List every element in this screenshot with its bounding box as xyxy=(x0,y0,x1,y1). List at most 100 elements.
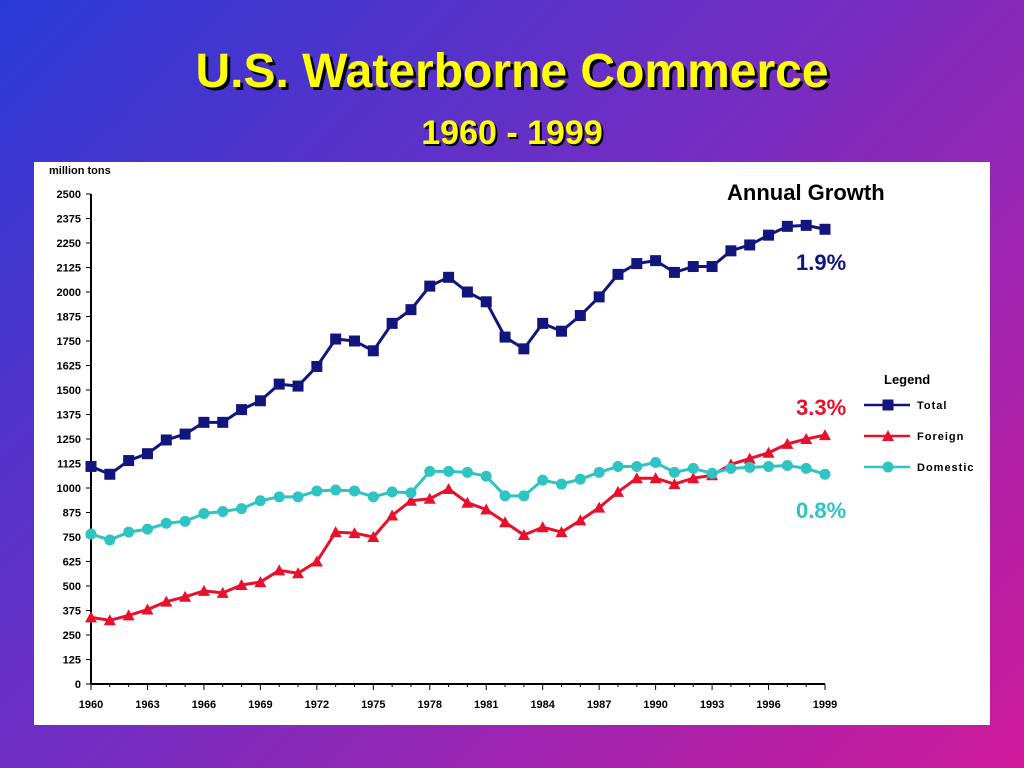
series-foreign-point xyxy=(197,584,210,596)
x-tick-label: 1993 xyxy=(700,699,724,711)
series-foreign-point xyxy=(122,609,135,621)
series-foreign-point xyxy=(179,590,192,602)
series-domestic-point xyxy=(330,484,342,496)
series-total-point xyxy=(800,219,812,231)
series-total-point xyxy=(763,229,775,241)
series-total-line xyxy=(90,223,826,476)
series-total-point xyxy=(650,255,662,267)
series-total-point xyxy=(443,271,455,283)
series-domestic-point xyxy=(461,466,473,478)
series-foreign-point xyxy=(216,586,229,598)
series-total-point xyxy=(631,258,643,270)
series-total-point xyxy=(781,220,793,232)
x-tick-label: 1990 xyxy=(643,699,667,711)
x-tick-label: 1984 xyxy=(530,699,555,711)
x-tick-label: 1963 xyxy=(135,699,159,711)
series-total-point xyxy=(254,395,266,407)
y-tick-label: 1000 xyxy=(57,483,81,495)
series-total-point xyxy=(179,428,191,440)
growth-foreign-label: 3.3% xyxy=(796,395,847,420)
series-foreign-point xyxy=(649,472,662,484)
series-domestic-point xyxy=(198,507,210,519)
series-domestic-point xyxy=(819,468,831,480)
y-tick-label: 1375 xyxy=(57,410,81,422)
series-total-point xyxy=(612,268,624,280)
series-foreign-point xyxy=(273,564,286,576)
series-total-point xyxy=(85,460,97,472)
line-chart: million tons 0 125 250 375 500 625 750 875 1000 11… xyxy=(49,165,974,711)
series-domestic-point xyxy=(217,506,229,518)
series-total-point xyxy=(480,296,492,308)
legend-total-marker xyxy=(882,399,894,411)
series-foreign-point xyxy=(499,516,512,528)
series-total-point xyxy=(236,404,248,416)
series-total-point xyxy=(687,261,699,273)
series-domestic-point xyxy=(443,465,455,477)
series-foreign-point xyxy=(423,492,436,504)
series-domestic-point xyxy=(85,528,97,540)
series-foreign-point xyxy=(611,485,624,497)
y-tick-label: 500 xyxy=(63,581,81,593)
series-total-point xyxy=(461,286,473,298)
legend-title: Legend xyxy=(884,372,930,387)
y-tick-label: 1500 xyxy=(57,385,81,397)
y-tick-label: 625 xyxy=(63,557,81,569)
slide-title: U.S. Waterborne Commerce xyxy=(195,45,829,98)
slide-subtitle: 1960 - 1999 xyxy=(421,114,603,152)
series-foreign-point xyxy=(329,526,342,538)
growth-domestic-label: 0.8% xyxy=(796,498,847,523)
x-tick-label: 1999 xyxy=(813,699,837,711)
series-total-point xyxy=(348,335,360,347)
y-tick-label: 1875 xyxy=(57,312,81,324)
series-domestic-point xyxy=(292,491,304,503)
series-foreign-point xyxy=(743,452,756,464)
series-total-point xyxy=(311,360,323,372)
series-domestic-point xyxy=(104,534,116,546)
series-domestic-point xyxy=(499,490,511,502)
series-foreign-point xyxy=(555,526,568,538)
series-domestic-line xyxy=(90,461,826,542)
y-tick-label: 375 xyxy=(63,606,81,618)
series-total-point xyxy=(217,416,229,428)
y-tick-label: 2000 xyxy=(57,287,81,299)
series-domestic-point xyxy=(480,470,492,482)
y-tick-label: 750 xyxy=(63,532,81,544)
legend-foreign-label: Foreign xyxy=(917,431,964,443)
series-foreign-point xyxy=(141,603,154,615)
y-tick-label: 125 xyxy=(63,655,81,667)
series-domestic-point xyxy=(781,459,793,471)
series-domestic-point xyxy=(367,491,379,503)
y-tick-label: 2500 xyxy=(57,189,81,201)
series-foreign-point xyxy=(160,595,173,607)
series-total-point xyxy=(292,380,304,392)
series-domestic-point xyxy=(141,523,153,535)
series-total-point xyxy=(198,416,210,428)
series-foreign-point xyxy=(85,611,97,623)
series-domestic-point xyxy=(631,460,643,472)
series-domestic-point xyxy=(254,495,266,507)
y-tick-label: 1625 xyxy=(57,361,81,373)
series-domestic-point xyxy=(593,466,605,478)
series-domestic-point xyxy=(236,503,248,515)
series-total-point xyxy=(819,223,831,235)
series-domestic-point xyxy=(763,460,775,472)
x-tick-label: 1996 xyxy=(756,699,780,711)
series-foreign-point xyxy=(310,555,323,567)
legend-domestic-marker xyxy=(882,461,894,473)
series-foreign-point xyxy=(593,501,606,513)
x-tick-label: 1966 xyxy=(192,699,216,711)
series-total-point xyxy=(499,331,511,343)
series-total-point xyxy=(273,378,285,390)
series-foreign-point xyxy=(254,576,267,588)
x-tick-label: 1972 xyxy=(305,699,329,711)
series-foreign-point xyxy=(800,433,813,444)
series-total-point xyxy=(574,310,586,322)
series-foreign-point xyxy=(442,482,455,494)
x-tick-label: 1969 xyxy=(248,699,272,711)
y-tick-label: 0 xyxy=(75,679,81,691)
series-domestic-point xyxy=(179,515,191,527)
y-tick-label: 2250 xyxy=(57,238,81,250)
x-tick-label: 1975 xyxy=(361,699,385,711)
series-domestic-point xyxy=(744,461,756,473)
series-total-point xyxy=(367,345,379,357)
